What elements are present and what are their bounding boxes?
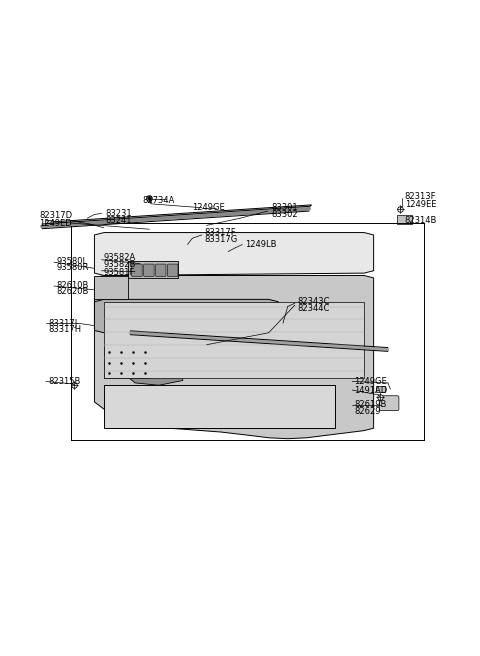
FancyBboxPatch shape xyxy=(379,396,399,411)
Text: 82619B: 82619B xyxy=(355,400,387,409)
Text: 82315B: 82315B xyxy=(48,377,81,386)
Text: 82314B: 82314B xyxy=(405,216,437,225)
Bar xyxy=(397,215,412,224)
Polygon shape xyxy=(120,354,183,385)
Polygon shape xyxy=(95,276,373,439)
Text: 83317J: 83317J xyxy=(48,319,77,328)
Text: 93581F: 93581F xyxy=(104,268,135,277)
Polygon shape xyxy=(95,276,128,299)
Text: 83241: 83241 xyxy=(106,216,132,224)
Text: 83301: 83301 xyxy=(271,203,298,213)
Text: 82610B: 82610B xyxy=(56,281,89,289)
Polygon shape xyxy=(95,233,373,276)
Text: 83231: 83231 xyxy=(106,209,132,218)
Bar xyxy=(376,386,385,392)
Text: 1249EE: 1249EE xyxy=(405,200,436,209)
Text: 1491AD: 1491AD xyxy=(355,386,388,394)
FancyBboxPatch shape xyxy=(156,264,166,276)
Polygon shape xyxy=(95,299,278,335)
Text: 83317G: 83317G xyxy=(204,235,238,244)
Polygon shape xyxy=(128,261,178,278)
Text: 82734A: 82734A xyxy=(142,195,175,205)
Text: 82629: 82629 xyxy=(355,407,381,415)
Text: 93580R: 93580R xyxy=(56,263,89,272)
Text: 93582B: 93582B xyxy=(104,260,136,269)
Text: 1249LB: 1249LB xyxy=(245,240,276,249)
Text: 82343C: 82343C xyxy=(297,297,330,306)
Bar xyxy=(45,220,53,226)
Text: 1249GE: 1249GE xyxy=(192,203,225,213)
Text: 82620B: 82620B xyxy=(56,287,89,297)
Polygon shape xyxy=(104,347,149,378)
Text: 82313F: 82313F xyxy=(405,192,436,201)
FancyBboxPatch shape xyxy=(168,264,178,276)
Text: 83317F: 83317F xyxy=(204,228,236,237)
Text: 93582A: 93582A xyxy=(104,253,136,262)
Polygon shape xyxy=(44,205,312,227)
FancyBboxPatch shape xyxy=(144,264,154,276)
Text: 82317D: 82317D xyxy=(39,211,72,220)
Text: 1249ED: 1249ED xyxy=(39,220,72,228)
Polygon shape xyxy=(104,385,336,428)
Text: 1249GE: 1249GE xyxy=(355,377,387,386)
FancyBboxPatch shape xyxy=(132,264,142,276)
Text: 83317H: 83317H xyxy=(48,325,81,335)
Text: 83302: 83302 xyxy=(271,210,298,219)
Polygon shape xyxy=(104,302,364,378)
Text: 82344C: 82344C xyxy=(297,304,330,313)
Text: 93580L: 93580L xyxy=(56,256,87,266)
